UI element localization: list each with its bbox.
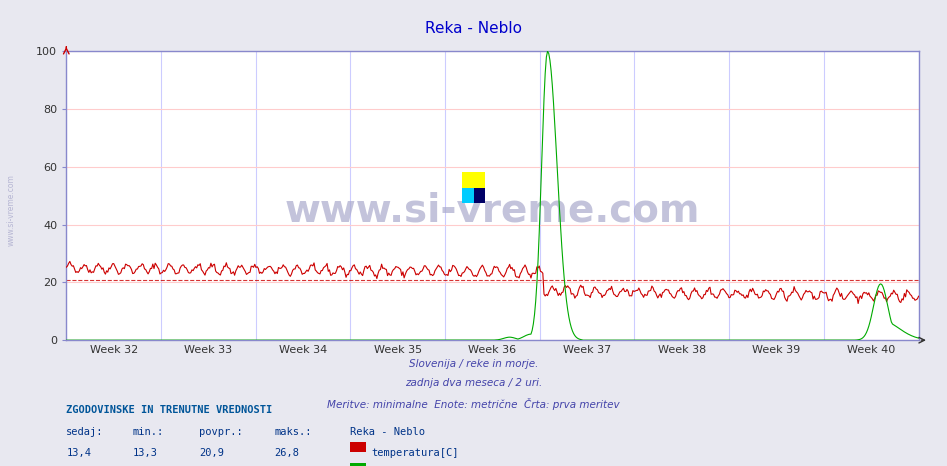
Text: Meritve: minimalne  Enote: metrične  Črta: prva meritev: Meritve: minimalne Enote: metrične Črta:… — [327, 398, 620, 410]
Text: sedaj:: sedaj: — [66, 427, 104, 437]
Text: 13,4: 13,4 — [66, 448, 91, 458]
Text: Reka - Neblo: Reka - Neblo — [350, 427, 425, 437]
Text: ZGODOVINSKE IN TRENUTNE VREDNOSTI: ZGODOVINSKE IN TRENUTNE VREDNOSTI — [66, 405, 273, 415]
Text: 26,8: 26,8 — [275, 448, 299, 458]
Text: 20,9: 20,9 — [199, 448, 223, 458]
Text: www.si-vreme.com: www.si-vreme.com — [7, 174, 16, 246]
Text: Reka - Neblo: Reka - Neblo — [425, 21, 522, 36]
Text: temperatura[C]: temperatura[C] — [371, 448, 458, 458]
Text: min.:: min.: — [133, 427, 164, 437]
Text: maks.:: maks.: — [275, 427, 313, 437]
Text: povpr.:: povpr.: — [199, 427, 242, 437]
Text: www.si-vreme.com: www.si-vreme.com — [285, 191, 700, 229]
Text: Slovenija / reke in morje.: Slovenija / reke in morje. — [409, 359, 538, 369]
Text: 13,3: 13,3 — [133, 448, 157, 458]
Text: zadnja dva meseca / 2 uri.: zadnja dva meseca / 2 uri. — [405, 378, 542, 388]
